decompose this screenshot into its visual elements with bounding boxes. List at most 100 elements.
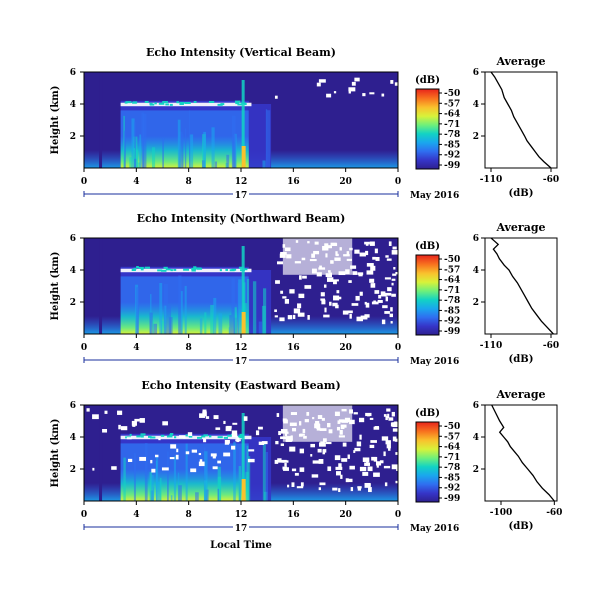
y-tick-label: 2 [70, 298, 76, 308]
bright-band-echo [208, 435, 212, 438]
average-x-tick-label: -60 [543, 341, 559, 351]
missing-data [282, 296, 287, 299]
missing-data [374, 426, 379, 429]
missing-data [390, 80, 394, 84]
missing-data [353, 412, 358, 415]
bright-band-echo [217, 436, 223, 439]
missing-data [319, 482, 326, 486]
missing-data [375, 461, 382, 466]
missing-data [326, 277, 334, 282]
missing-data [354, 77, 360, 82]
y-tick-label: 6 [70, 401, 76, 411]
day-label: 17 [235, 191, 248, 201]
bright-band-echo [201, 435, 206, 438]
y-tick-label: 4 [70, 266, 76, 276]
echo-streak [189, 134, 194, 168]
missing-data [359, 252, 366, 257]
missing-data [169, 457, 175, 460]
echo-streak [162, 137, 165, 168]
average-y-tick-label: 2 [473, 465, 479, 475]
bright-band-echo [154, 102, 157, 105]
missing-data [366, 263, 374, 267]
echo-streak [213, 297, 217, 334]
colorbar-tick-label: -78 [444, 463, 460, 473]
missing-data [277, 458, 282, 463]
bright-band-echo [176, 101, 179, 104]
echo-streak [173, 455, 177, 501]
bright-band-echo [193, 266, 197, 269]
missing-data [334, 455, 341, 461]
average-y-tick-label: 6 [473, 234, 479, 244]
colorbar-tick-label: -78 [444, 296, 460, 306]
missing-data [358, 417, 365, 423]
convective-line [241, 80, 245, 168]
missing-data [289, 446, 296, 452]
missing-data [312, 460, 320, 464]
colorbar-tick-label: -50 [444, 255, 460, 265]
panel-1: Echo Intensity (Vertical Beam) 6 4 2 Height … [50, 46, 559, 201]
missing-data [205, 416, 210, 419]
missing-data [126, 437, 132, 440]
bright-band-echo [197, 436, 203, 439]
missing-data [357, 486, 362, 489]
missing-data [385, 416, 388, 421]
panel-3: Echo Intensity (Eastward Beam) 6 4 2 Height … [50, 379, 562, 534]
missing-data [360, 315, 368, 320]
average-x-label: (dB) [509, 354, 534, 365]
bright-band-echo [125, 101, 132, 104]
average-profile: Average 6 4 2 -110 -60 (dB) [473, 55, 559, 199]
missing-data [320, 298, 325, 301]
missing-data [293, 308, 301, 314]
echo-streak [262, 160, 266, 168]
average-y-tick-label: 4 [473, 433, 479, 443]
missing-data [102, 429, 108, 433]
colorbar: (dB) -50-57-64-71-78-85-92-99 [415, 408, 460, 504]
missing-data [185, 451, 190, 455]
missing-data [117, 410, 123, 415]
panel-2: Echo Intensity (Northward Beam) 6 4 2 Height… [50, 212, 559, 367]
echo-streak [226, 154, 230, 168]
missing-data [367, 466, 373, 472]
bright-band [120, 102, 252, 107]
echo-streak [217, 488, 219, 501]
missing-data [391, 464, 398, 470]
missing-data [226, 425, 232, 429]
bright-band-echo [174, 436, 177, 439]
missing-data [298, 293, 305, 299]
missing-data [324, 307, 327, 313]
missing-data [371, 301, 379, 305]
echo-streak [157, 481, 161, 501]
colorbar-bar [415, 254, 440, 336]
echo-streak [134, 158, 137, 168]
missing-data [390, 422, 396, 427]
missing-data [359, 291, 363, 296]
missing-data [318, 487, 321, 491]
average-title: Average [495, 55, 545, 68]
missing-data [341, 458, 348, 462]
missing-data [385, 255, 389, 258]
missing-data [383, 465, 391, 469]
missing-data [385, 292, 392, 296]
echo-streak [131, 118, 135, 168]
missing-data [335, 471, 341, 476]
missing-data [217, 460, 221, 464]
missing-data [300, 482, 304, 487]
bright-band-echo [208, 100, 215, 103]
x-tick-label: 12 [235, 177, 248, 187]
echo-streak [245, 471, 249, 501]
missing-data [158, 437, 161, 441]
missing-data [317, 448, 322, 453]
average-x-label: (dB) [509, 188, 534, 199]
data-gap [99, 405, 103, 501]
missing-data [318, 459, 324, 464]
missing-data [365, 302, 370, 308]
echo-streak [203, 131, 206, 168]
bright-band-echo [140, 268, 144, 271]
x-tick-label: 20 [339, 510, 352, 520]
bright-band-echo [161, 269, 167, 272]
colorbar-tick-label: -71 [444, 453, 460, 463]
missing-data [289, 289, 295, 294]
colorbar-tick-label: -50 [444, 89, 460, 99]
missing-data [393, 267, 396, 270]
missing-data [323, 314, 330, 318]
